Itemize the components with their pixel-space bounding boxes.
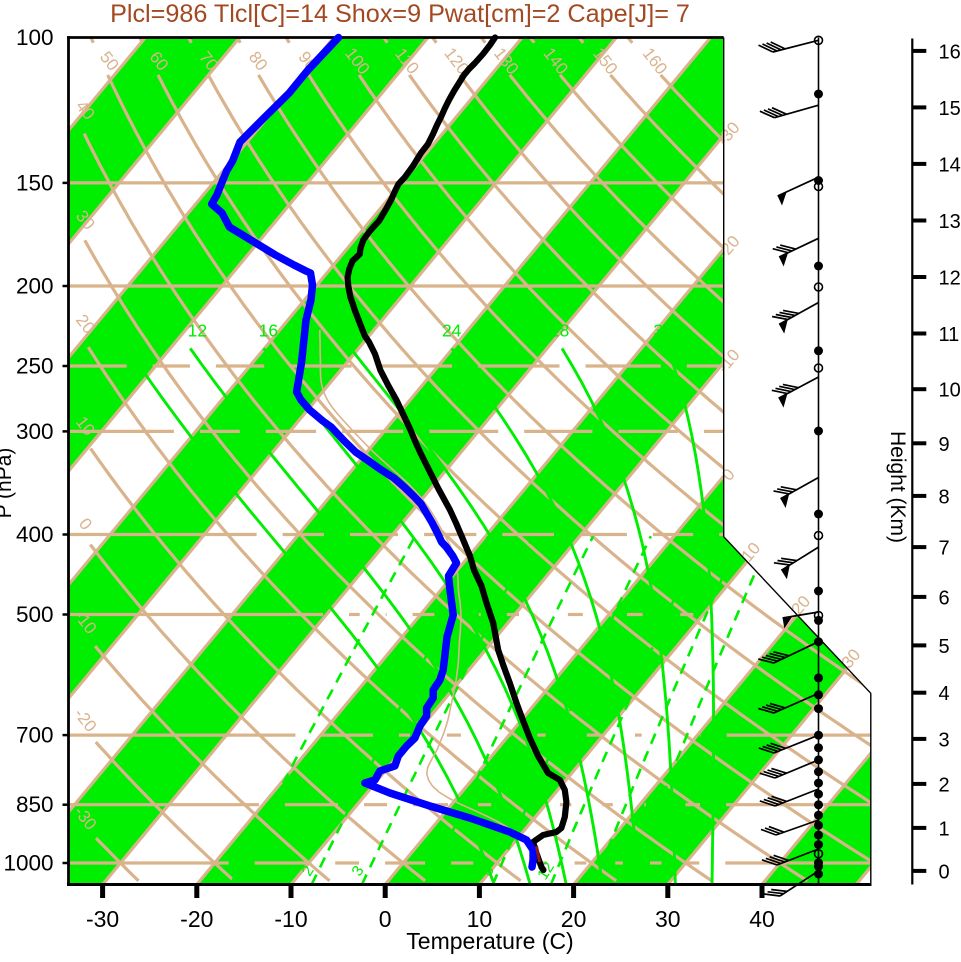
svg-text:5: 5: [939, 636, 950, 658]
svg-text:-10: -10: [274, 906, 307, 932]
svg-text:Plcl=986 Tlcl[C]=14 Shox=9 Pwa: Plcl=986 Tlcl[C]=14 Shox=9 Pwat[cm]=2 Ca…: [110, 0, 690, 28]
svg-text:3: 3: [939, 729, 950, 751]
svg-text:0: 0: [939, 861, 950, 883]
svg-text:Height (Km): Height (Km): [886, 431, 909, 543]
svg-text:16: 16: [939, 41, 961, 63]
svg-text:1: 1: [939, 818, 950, 840]
svg-text:-20: -20: [180, 906, 213, 932]
svg-text:10: 10: [467, 906, 493, 932]
svg-text:4: 4: [939, 683, 950, 705]
svg-text:7: 7: [939, 538, 950, 560]
svg-text:12: 12: [939, 268, 961, 290]
svg-text:1000: 1000: [3, 851, 53, 876]
svg-text:150: 150: [16, 170, 54, 195]
svg-text:16: 16: [259, 320, 278, 340]
svg-text:-30: -30: [86, 906, 119, 932]
svg-text:P (hPa): P (hPa): [0, 448, 16, 519]
svg-text:13: 13: [939, 211, 961, 233]
svg-text:700: 700: [16, 723, 54, 748]
svg-text:6: 6: [939, 587, 950, 609]
svg-text:10: 10: [939, 380, 961, 402]
svg-text:9: 9: [939, 434, 950, 456]
svg-text:30: 30: [655, 906, 681, 932]
svg-text:100: 100: [16, 25, 54, 50]
svg-text:500: 500: [16, 602, 54, 627]
svg-text:20: 20: [561, 906, 587, 932]
svg-text:200: 200: [16, 274, 54, 299]
svg-text:850: 850: [16, 792, 54, 817]
svg-text:400: 400: [16, 522, 54, 547]
svg-text:15: 15: [939, 98, 961, 120]
svg-text:0: 0: [379, 906, 392, 932]
svg-text:12: 12: [188, 320, 207, 340]
svg-text:11: 11: [939, 324, 960, 346]
svg-text:300: 300: [16, 419, 54, 444]
svg-text:28: 28: [550, 320, 569, 340]
svg-text:8: 8: [939, 486, 950, 508]
svg-text:2: 2: [939, 774, 950, 796]
svg-text:32: 32: [653, 320, 672, 340]
svg-text:250: 250: [16, 354, 54, 379]
svg-text:14: 14: [939, 154, 961, 176]
svg-text:24: 24: [442, 320, 462, 340]
svg-text:Temperature (C): Temperature (C): [406, 928, 573, 954]
svg-text:40: 40: [749, 906, 775, 932]
